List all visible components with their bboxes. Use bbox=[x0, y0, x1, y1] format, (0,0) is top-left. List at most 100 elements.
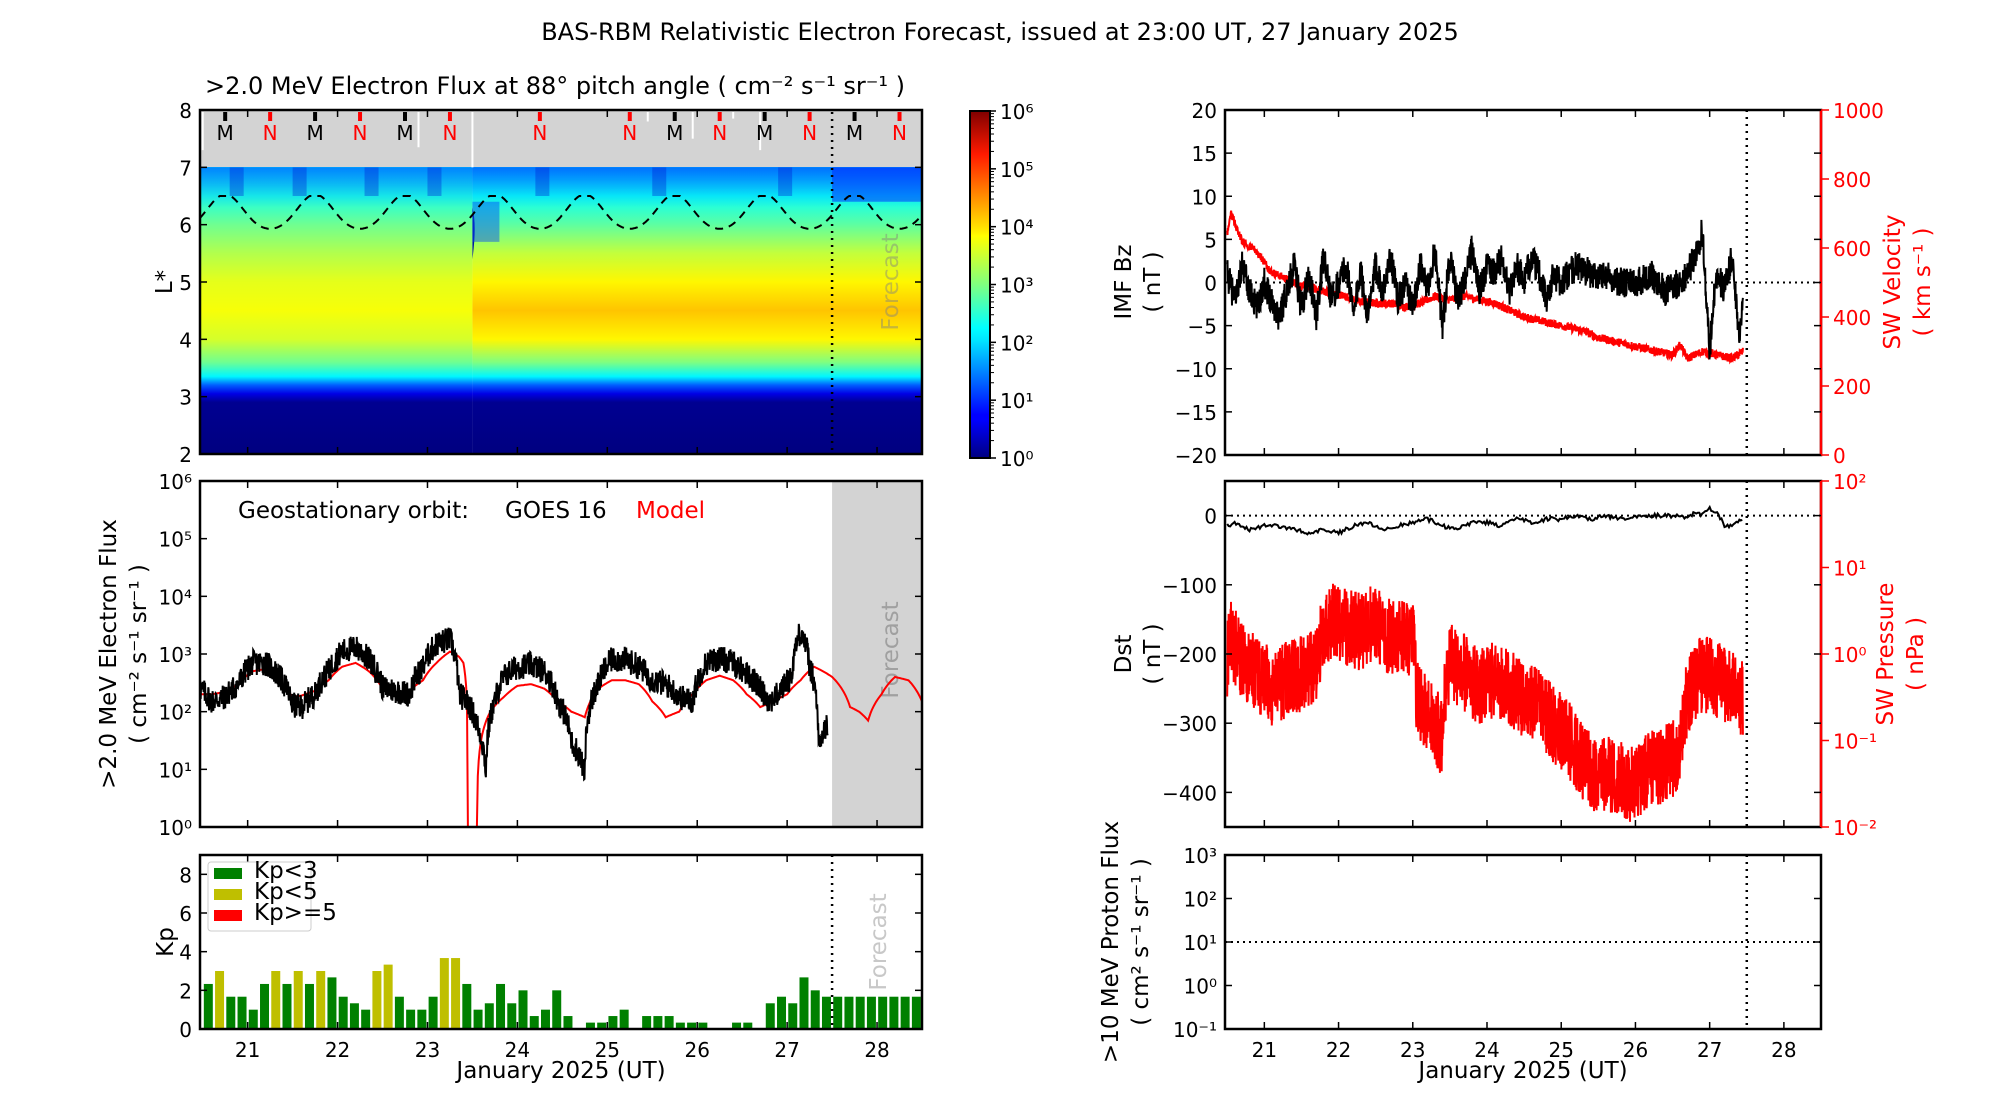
kp-bar bbox=[911, 996, 921, 1029]
kp-ytick-label: 6 bbox=[179, 902, 192, 926]
mlt-marker-label: M bbox=[396, 121, 413, 145]
dst-ytick-label: −300 bbox=[1162, 712, 1217, 736]
mlt-marker-tick bbox=[223, 112, 228, 121]
kp-bar bbox=[619, 1009, 629, 1029]
colorbar: 10⁰ 10¹ 10² 10³ 10⁴ 10⁵ 10⁶ bbox=[969, 100, 1033, 471]
spectrogram-streak bbox=[535, 167, 550, 196]
mlt-marker-tick bbox=[627, 112, 632, 121]
dst-line bbox=[1226, 504, 1743, 537]
geo-ytick-label: 10⁶ bbox=[159, 470, 192, 494]
colorbar-tick-label: 10⁶ bbox=[1000, 100, 1033, 124]
kp-bar bbox=[451, 958, 461, 1029]
proton-xtick-label: 24 bbox=[1474, 1038, 1499, 1062]
imf-bz-line bbox=[1226, 219, 1744, 360]
kp-bar bbox=[473, 1009, 483, 1029]
lstar-panel: >2.0 MeV Electron Flux at 88° pitch angl… bbox=[152, 72, 924, 467]
kp-forecast-watermark: Forecast bbox=[866, 893, 892, 990]
proton-xtick-label: 26 bbox=[1623, 1038, 1648, 1062]
lstar-ytick-label: 6 bbox=[179, 214, 192, 238]
kp-bar bbox=[799, 977, 809, 1029]
kp-bar bbox=[293, 971, 303, 1029]
spectrogram-before-dropout bbox=[200, 167, 473, 454]
mlt-marker-label: N bbox=[712, 121, 727, 145]
proton-axes-frame bbox=[1223, 853, 1823, 1031]
kp-xtick-label: 21 bbox=[235, 1038, 260, 1062]
kp-bar bbox=[316, 971, 326, 1029]
sw-pressure-label: SW Pressure bbox=[1873, 583, 1899, 726]
kp-bar bbox=[597, 1022, 607, 1029]
kp-bar bbox=[866, 996, 876, 1029]
mlt-marker-label: N bbox=[442, 121, 457, 145]
imf-ytick-label: 5 bbox=[1204, 228, 1217, 252]
kp-bar bbox=[417, 1009, 427, 1029]
imf-ytick-label: 10 bbox=[1192, 185, 1217, 209]
kp-bar bbox=[698, 1022, 708, 1029]
kp-bar bbox=[327, 977, 337, 1029]
spectrogram-streak bbox=[292, 167, 307, 196]
sw-velocity-label: SW Velocity bbox=[1880, 215, 1906, 350]
kp-xtick-label: 24 bbox=[505, 1038, 530, 1062]
geo-ylabel-units: ( cm⁻² s⁻¹ sr⁻¹ ) bbox=[126, 564, 152, 744]
kp-ytick-label: 0 bbox=[179, 1018, 192, 1042]
geo-goes16-line bbox=[200, 623, 829, 782]
mlt-marker-tick bbox=[313, 112, 318, 121]
sw-pressure-ytick-label: 10⁻² bbox=[1833, 816, 1877, 840]
kp-ytick-label: 2 bbox=[179, 979, 192, 1003]
proton-ytick-label: 10¹ bbox=[1184, 931, 1217, 955]
proton-xtick-label: 25 bbox=[1548, 1038, 1573, 1062]
kp-bar bbox=[484, 1003, 494, 1029]
kp-xtick-label: 25 bbox=[595, 1038, 620, 1062]
mlt-marker-label: N bbox=[802, 121, 817, 145]
lstar-ytick-label: 5 bbox=[179, 271, 192, 295]
kp-bar bbox=[642, 1016, 652, 1029]
geo-flux-panel: Forecast 10⁰ 10¹ 10² 10³ 10⁴ 10⁵ 10⁶ Geostatio… bbox=[96, 470, 924, 840]
mlt-marker-tick bbox=[268, 112, 273, 121]
imf-ytick-label: 20 bbox=[1192, 99, 1217, 123]
kp-legend-swatch-low bbox=[214, 868, 242, 879]
kp-xtick-label: 22 bbox=[325, 1038, 350, 1062]
kp-bar bbox=[338, 996, 348, 1029]
mlt-marker-label: N bbox=[532, 121, 547, 145]
colorbar-tick-label: 10⁴ bbox=[1000, 216, 1033, 240]
geo-legend-model: Model bbox=[636, 498, 705, 524]
geo-orbit-lstar-line bbox=[200, 195, 922, 230]
dst-ytick-label: −100 bbox=[1162, 574, 1217, 598]
kp-bar bbox=[653, 1016, 663, 1029]
geo-legend-goes16: GOES 16 bbox=[505, 498, 607, 524]
kp-bar bbox=[675, 1022, 685, 1029]
imf-ytick-label: −20 bbox=[1175, 444, 1217, 468]
spectrogram-streak bbox=[427, 167, 442, 196]
kp-bar bbox=[248, 1009, 258, 1029]
geo-ytick-label: 10⁰ bbox=[159, 816, 192, 840]
imf-ytick-label: −15 bbox=[1175, 401, 1217, 425]
imf-ytick-label: 0 bbox=[1204, 272, 1217, 296]
proton-ytick-label: 10⁻¹ bbox=[1173, 1018, 1217, 1042]
kp-bar bbox=[765, 1003, 775, 1029]
imf-panel: −20 −15 −10 −5 0 5 10 15 20 0 200 400 600 800 1000 IM… bbox=[1111, 99, 1936, 468]
lstar-forecast-watermark: Forecast bbox=[878, 233, 904, 330]
mlt-marker-label: M bbox=[666, 121, 683, 145]
left-xlabel: January 2025 (UT) bbox=[454, 1058, 665, 1084]
kp-bar bbox=[608, 1016, 618, 1029]
imf-ytick-label: −5 bbox=[1188, 315, 1217, 339]
kp-legend-label-low: Kp<3 bbox=[254, 858, 318, 884]
sw-velocity-ytick-label: 0 bbox=[1833, 444, 1846, 468]
kp-bar bbox=[552, 990, 562, 1029]
mlt-marker-tick bbox=[717, 112, 722, 121]
kp-bar bbox=[439, 958, 449, 1029]
sw-pressure-line bbox=[1226, 583, 1744, 822]
sw-pressure-ytick-label: 10⁰ bbox=[1833, 643, 1866, 667]
imf-ylabel: IMF Bz bbox=[1111, 244, 1137, 319]
kp-bar bbox=[282, 983, 292, 1029]
kp-bar bbox=[833, 996, 843, 1029]
mlt-marker-tick bbox=[447, 112, 452, 121]
kp-bar bbox=[349, 1003, 359, 1029]
sw-pressure-units: ( nPa ) bbox=[1903, 617, 1929, 691]
kp-ytick-label: 4 bbox=[179, 941, 192, 965]
kp-bar bbox=[878, 996, 888, 1029]
right-xlabel: January 2025 (UT) bbox=[1416, 1058, 1627, 1084]
kp-bar bbox=[687, 1022, 697, 1029]
